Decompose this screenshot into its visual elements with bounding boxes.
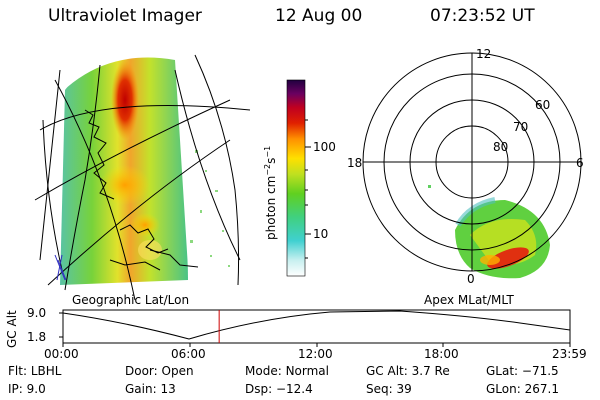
left-projection-label: Geographic Lat/Lon <box>72 293 190 307</box>
gain-info: Gain: 13 <box>125 382 176 396</box>
polar-lat-70: 70 <box>513 120 529 134</box>
mode-info: Mode: Normal <box>245 364 329 378</box>
gc-alt-info: GC Alt: 3.7 Re <box>366 364 450 378</box>
glon-info: GLon: 267.1 <box>486 382 559 396</box>
altitude-ytick-high: 9.0 <box>27 306 47 320</box>
xtick-0000: 00:00 <box>44 347 79 361</box>
app-title: Ultraviolet Imager <box>48 6 202 26</box>
geographic-image <box>34 54 251 301</box>
seq-info: Seq: 39 <box>366 382 412 396</box>
glat-info: GLat: −71.5 <box>486 364 559 378</box>
colorbar-tick-10: 10 <box>313 227 329 241</box>
right-projection-label: Apex MLat/MLT <box>424 293 514 307</box>
xtick-1200: 12:00 <box>298 347 333 361</box>
polar-lat-60: 60 <box>535 98 551 112</box>
dsp-info: Dsp: −12.4 <box>245 382 313 396</box>
altitude-ylabel: GC Alt <box>5 310 19 348</box>
door-info: Door: Open <box>125 364 194 378</box>
polar-mlt-12: 12 <box>476 47 492 61</box>
polar-lat-80: 80 <box>493 140 509 154</box>
colorbar-tick-100: 100 <box>313 140 336 154</box>
filter-info: Flt: LBHL <box>8 364 62 378</box>
ip-info: IP: 9.0 <box>8 382 46 396</box>
altitude-plot <box>59 309 571 347</box>
xtick-0600: 06:00 <box>171 347 206 361</box>
time-readout: 07:23:52 UT <box>430 6 535 26</box>
date-readout: 12 Aug 00 <box>275 6 363 26</box>
xtick-1800: 18:00 <box>424 347 459 361</box>
xtick-2359: 23:59 <box>552 347 587 361</box>
altitude-ytick-low: 1.8 <box>27 330 47 344</box>
polar-mlt-6: 6 <box>576 156 584 170</box>
polar-mlt-0: 0 <box>467 272 475 286</box>
colorbar-unit-label: photon cm−2s−1 <box>263 145 278 240</box>
polar-mlt-18: 18 <box>347 156 363 170</box>
polar-plot <box>362 52 582 279</box>
colorbar <box>286 79 311 277</box>
